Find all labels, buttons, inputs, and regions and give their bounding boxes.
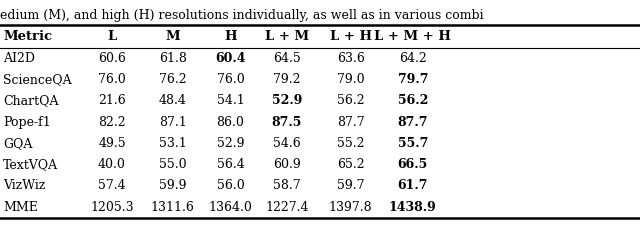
Text: 79.0: 79.0 xyxy=(337,73,365,86)
Text: 79.2: 79.2 xyxy=(273,73,300,86)
Text: 1205.3: 1205.3 xyxy=(90,201,134,214)
Text: 52.9: 52.9 xyxy=(271,94,302,107)
Text: 56.2: 56.2 xyxy=(337,94,365,107)
Text: L + M: L + M xyxy=(265,30,308,43)
Text: 59.9: 59.9 xyxy=(159,180,186,192)
Text: 76.0: 76.0 xyxy=(216,73,244,86)
Text: 76.2: 76.2 xyxy=(159,73,187,86)
Text: 60.9: 60.9 xyxy=(273,158,301,171)
Text: M: M xyxy=(166,30,180,43)
Text: AI2D: AI2D xyxy=(3,52,35,65)
Text: L: L xyxy=(108,30,116,43)
Text: 87.7: 87.7 xyxy=(337,116,365,129)
Text: 56.4: 56.4 xyxy=(216,158,244,171)
Text: 82.2: 82.2 xyxy=(98,116,126,129)
Text: ChartQA: ChartQA xyxy=(3,94,59,107)
Text: H: H xyxy=(224,30,237,43)
Text: 60.6: 60.6 xyxy=(98,52,126,65)
Text: 65.2: 65.2 xyxy=(337,158,365,171)
Text: 64.2: 64.2 xyxy=(399,52,427,65)
Text: 61.7: 61.7 xyxy=(397,180,428,192)
Text: 56.0: 56.0 xyxy=(216,180,244,192)
Text: 63.6: 63.6 xyxy=(337,52,365,65)
Text: 40.0: 40.0 xyxy=(98,158,126,171)
Text: 64.5: 64.5 xyxy=(273,52,301,65)
Text: 58.7: 58.7 xyxy=(273,180,301,192)
Text: 54.6: 54.6 xyxy=(273,137,301,150)
Text: 61.8: 61.8 xyxy=(159,52,187,65)
Text: 1397.8: 1397.8 xyxy=(329,201,372,214)
Text: 56.2: 56.2 xyxy=(397,94,428,107)
Text: L + H: L + H xyxy=(330,30,372,43)
Text: 87.7: 87.7 xyxy=(397,116,428,129)
Text: 52.9: 52.9 xyxy=(217,137,244,150)
Text: 48.4: 48.4 xyxy=(159,94,187,107)
Text: 79.7: 79.7 xyxy=(397,73,428,86)
Text: 1438.9: 1438.9 xyxy=(389,201,436,214)
Text: 60.4: 60.4 xyxy=(215,52,246,65)
Text: 66.5: 66.5 xyxy=(397,158,428,171)
Text: 1227.4: 1227.4 xyxy=(265,201,308,214)
Text: 57.4: 57.4 xyxy=(98,180,126,192)
Text: MME: MME xyxy=(3,201,38,214)
Text: 55.2: 55.2 xyxy=(337,137,364,150)
Text: 1311.6: 1311.6 xyxy=(151,201,195,214)
Text: edium (M), and high (H) resolutions individually, as well as in various combi: edium (M), and high (H) resolutions indi… xyxy=(0,9,484,22)
Text: GQA: GQA xyxy=(3,137,33,150)
Text: 53.1: 53.1 xyxy=(159,137,187,150)
Text: 1364.0: 1364.0 xyxy=(209,201,252,214)
Text: 54.1: 54.1 xyxy=(216,94,244,107)
Text: 59.7: 59.7 xyxy=(337,180,364,192)
Text: 87.5: 87.5 xyxy=(271,116,302,129)
Text: ScienceQA: ScienceQA xyxy=(3,73,72,86)
Text: VizWiz: VizWiz xyxy=(3,180,45,192)
Text: 86.0: 86.0 xyxy=(216,116,244,129)
Text: TextVQA: TextVQA xyxy=(3,158,58,171)
Text: L + M + H: L + M + H xyxy=(374,30,451,43)
Text: Pope-f1: Pope-f1 xyxy=(3,116,51,129)
Text: Metric: Metric xyxy=(3,30,52,43)
Text: 55.0: 55.0 xyxy=(159,158,187,171)
Text: 21.6: 21.6 xyxy=(98,94,126,107)
Text: 87.1: 87.1 xyxy=(159,116,187,129)
Text: 55.7: 55.7 xyxy=(397,137,428,150)
Text: 76.0: 76.0 xyxy=(98,73,126,86)
Text: 49.5: 49.5 xyxy=(98,137,126,150)
